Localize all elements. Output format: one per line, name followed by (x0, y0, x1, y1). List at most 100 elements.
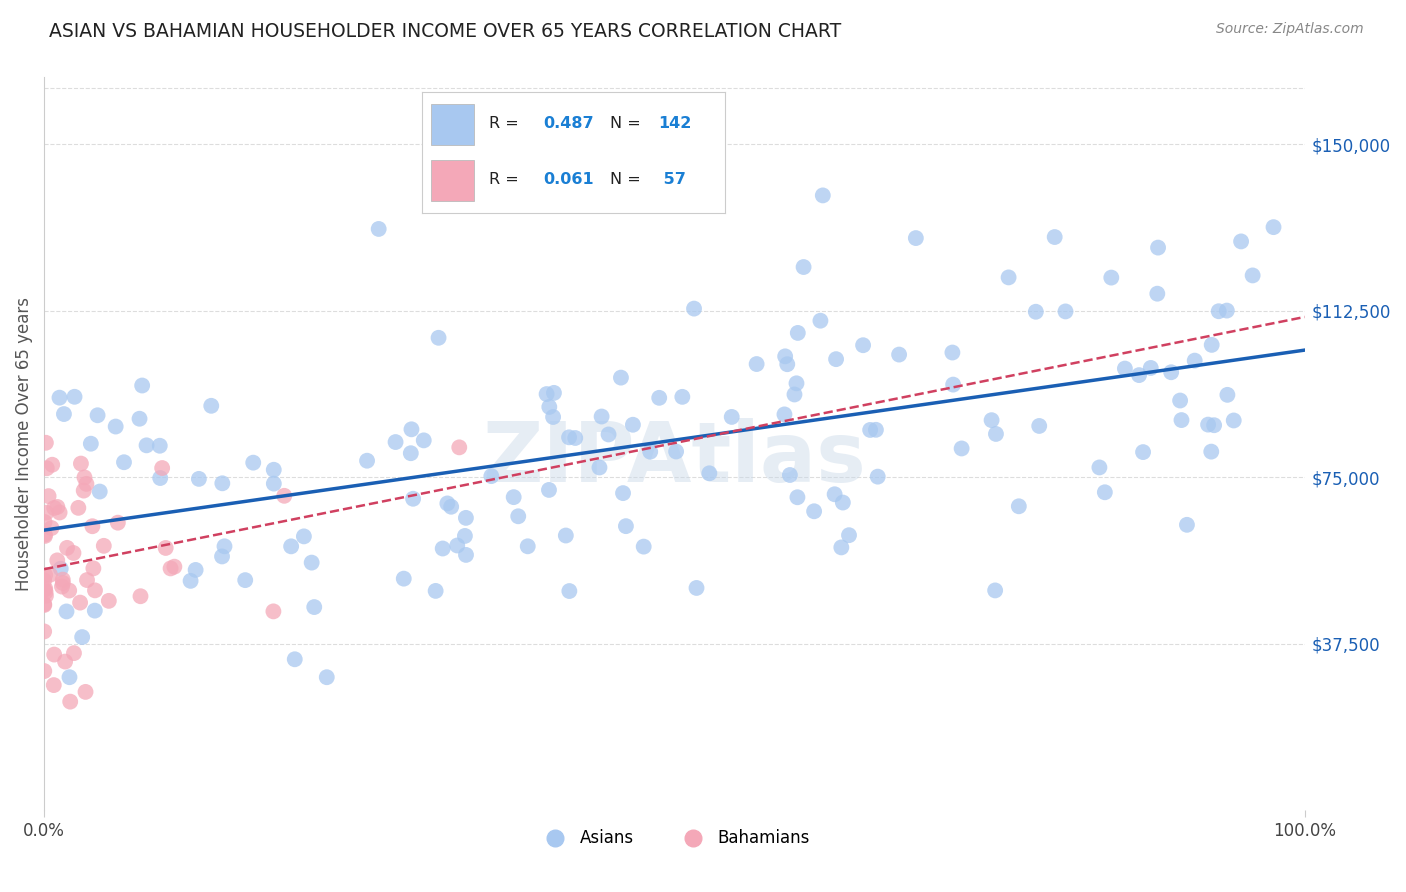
Point (80, 436, 103, 450)
Point (536, 387, 558, 401)
Point (263, 476, 285, 491)
Point (82, 561, 104, 575)
Point (538, 400, 561, 414)
Point (32, 664, 55, 678)
Point (436, 496, 458, 510)
Point (49, 562, 72, 576)
Point (48, 391, 70, 405)
Point (214, 539, 236, 553)
Point (479, 469, 502, 483)
Point (598, 427, 620, 442)
Point (1204, 418, 1226, 433)
Point (32, 624, 55, 639)
Point (34, 582, 56, 596)
Point (34, 585, 56, 599)
Point (980, 413, 1002, 427)
Point (1054, 304, 1077, 318)
Point (401, 422, 423, 436)
Point (35, 506, 58, 520)
Point (1139, 360, 1161, 375)
Point (665, 444, 688, 458)
Point (402, 491, 425, 506)
Point (537, 483, 560, 497)
Point (262, 604, 284, 618)
Point (51, 580, 73, 594)
Point (446, 539, 468, 553)
Point (984, 426, 1007, 441)
Point (34, 568, 56, 582)
Point (449, 441, 471, 455)
Point (73, 470, 96, 484)
Point (454, 511, 477, 525)
Point (803, 504, 825, 518)
Point (1146, 286, 1168, 301)
Point (516, 539, 538, 553)
Point (852, 338, 875, 352)
Point (793, 260, 815, 274)
Point (82, 519, 104, 533)
Point (32, 597, 55, 611)
Point (46, 553, 69, 567)
Point (612, 486, 634, 500)
Point (1160, 365, 1182, 379)
Point (41, 521, 63, 535)
Point (591, 409, 613, 424)
Point (34, 582, 56, 597)
Point (211, 549, 233, 564)
Point (786, 490, 808, 504)
Point (131, 378, 153, 392)
Point (69, 596, 91, 610)
Point (38, 489, 60, 503)
Point (35, 435, 58, 450)
Point (70, 457, 93, 471)
Point (242, 456, 264, 470)
Text: Source: ZipAtlas.com: Source: ZipAtlas.com (1216, 22, 1364, 37)
Point (508, 509, 530, 524)
Point (155, 541, 177, 555)
Point (824, 487, 846, 501)
Point (34, 527, 56, 541)
Legend: Asians, Bahamians: Asians, Bahamians (531, 822, 817, 854)
Point (84, 583, 107, 598)
Point (1088, 460, 1111, 475)
Text: ZIPAtlas: ZIPAtlas (482, 418, 866, 500)
Point (128, 411, 150, 425)
Point (200, 399, 222, 413)
Point (1222, 413, 1244, 427)
Point (399, 446, 422, 460)
Point (46, 500, 69, 514)
Point (1008, 500, 1031, 514)
Point (1216, 388, 1239, 402)
Point (1208, 304, 1230, 318)
Point (1025, 304, 1047, 318)
Point (1128, 368, 1150, 383)
Point (830, 541, 852, 555)
Point (273, 489, 295, 503)
Point (112, 455, 135, 469)
Point (104, 419, 127, 434)
Point (543, 385, 565, 400)
Point (941, 345, 963, 359)
Point (83, 604, 105, 618)
Point (70, 630, 93, 644)
Point (685, 581, 707, 595)
Point (35, 589, 58, 603)
Point (454, 548, 477, 562)
Point (1201, 338, 1223, 352)
Point (1147, 241, 1170, 255)
Point (588, 460, 610, 475)
Point (59, 695, 82, 709)
Point (392, 572, 415, 586)
Point (785, 376, 807, 391)
Point (44, 648, 66, 662)
Point (699, 467, 721, 481)
Point (558, 430, 581, 444)
Point (149, 471, 172, 485)
Point (1170, 413, 1192, 427)
Point (720, 409, 742, 424)
Point (129, 589, 152, 603)
Point (950, 442, 973, 456)
Point (302, 600, 325, 615)
Point (997, 270, 1019, 285)
Point (1099, 270, 1122, 285)
